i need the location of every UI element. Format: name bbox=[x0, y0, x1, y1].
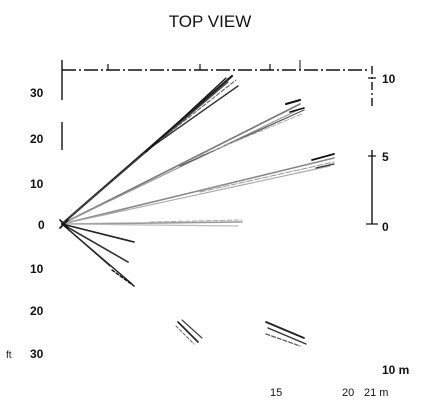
left-tick-label: 30 bbox=[30, 347, 44, 361]
left-axis-unit: ft bbox=[6, 350, 12, 361]
left-tick-label: 30 bbox=[30, 86, 44, 100]
right-tick-label: 0 bbox=[382, 220, 389, 234]
detection-beams bbox=[59, 74, 335, 347]
beam-lower-2 bbox=[61, 223, 129, 267]
left-tick-label: 10 bbox=[30, 262, 44, 276]
right-scale-line bbox=[366, 66, 378, 225]
beam-lower-3 bbox=[61, 223, 135, 287]
left-tick-label: 10 bbox=[30, 177, 44, 191]
left-axis: 30 20 10 0 10 20 30 ft bbox=[6, 86, 45, 361]
left-tick-label: 20 bbox=[30, 132, 44, 146]
beam-lower-1 bbox=[61, 223, 135, 243]
origin-marker bbox=[59, 219, 69, 229]
left-tick-label: 20 bbox=[30, 304, 44, 318]
right-axis: 10 5 0 10 m bbox=[382, 72, 409, 377]
beam-upper-1 bbox=[60, 74, 239, 226]
right-tick-label: 10 bbox=[382, 72, 396, 86]
bottom-tick-label: 21 m bbox=[364, 387, 388, 399]
top-frame-line bbox=[61, 60, 368, 100]
beam-upper-2 bbox=[61, 99, 305, 225]
bottom-axis: 15 20 21 m bbox=[270, 387, 388, 399]
left-tick-label: 0 bbox=[38, 218, 45, 232]
right-range-label: 10 m bbox=[382, 363, 409, 377]
beam-middle bbox=[61, 153, 335, 225]
bottom-tick-label: 20 bbox=[342, 387, 354, 399]
beam-horizontal bbox=[61, 219, 243, 227]
right-tick-label: 5 bbox=[382, 150, 389, 164]
bottom-tick-label: 15 bbox=[270, 387, 282, 399]
beam-segment-lower-left bbox=[175, 319, 203, 345]
diagram-title: TOP VIEW bbox=[169, 12, 252, 31]
beam-segment-lower-right bbox=[265, 321, 307, 347]
